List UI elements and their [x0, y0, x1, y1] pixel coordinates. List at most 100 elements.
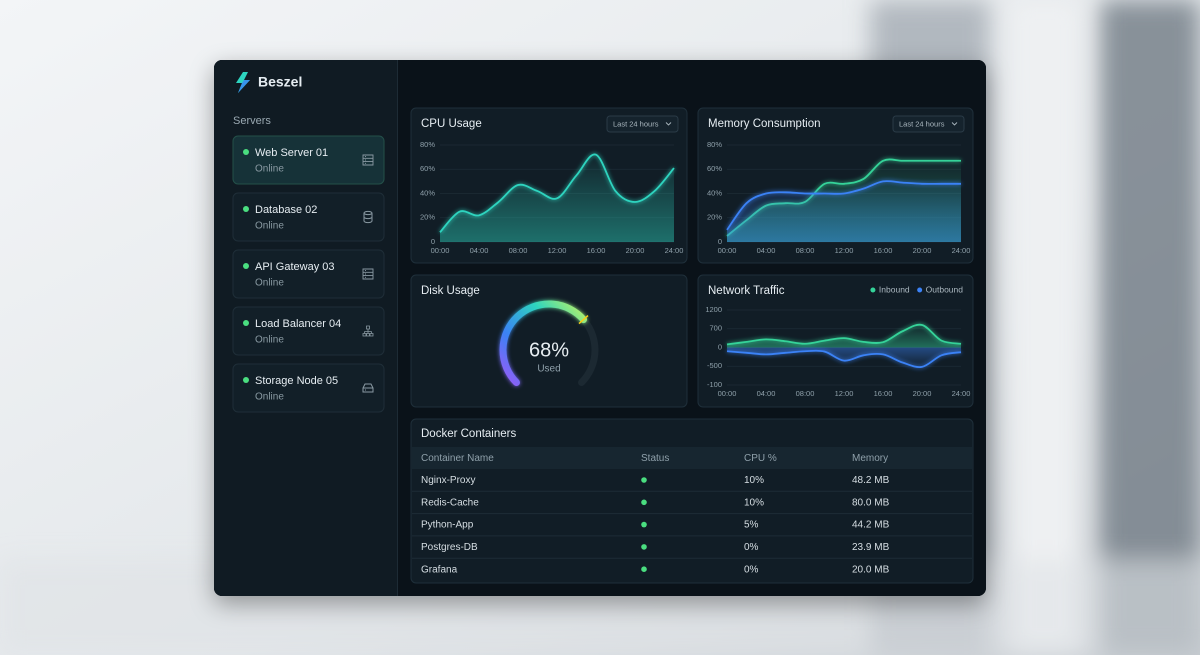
server-status: Online: [255, 392, 284, 403]
y-tick-label: 80%: [707, 140, 722, 149]
x-tick-label: 08:00: [509, 246, 528, 255]
server-icon: [363, 213, 373, 224]
status-dot: [243, 377, 249, 383]
server-status: Online: [255, 335, 284, 346]
x-tick-label: 08:00: [796, 389, 815, 398]
y-tick-label: 20%: [707, 213, 722, 222]
y-tick-label: 0: [718, 237, 722, 246]
status-dot: [641, 477, 647, 483]
y-tick-label: 700: [709, 324, 722, 333]
y-tick-label: 40%: [420, 188, 435, 197]
status-dot: [243, 263, 249, 269]
cell-memory: 23.9 MB: [852, 542, 890, 553]
range-select-label: Last 24 hours: [613, 119, 659, 128]
legend-label: Inbound: [879, 284, 910, 294]
cell-memory: 20.0 MB: [852, 564, 890, 575]
column-header: Container Name: [421, 453, 494, 464]
x-tick-label: 16:00: [874, 246, 893, 255]
gauge-value: [499, 300, 588, 387]
y-tick-label: 0: [718, 342, 722, 351]
x-tick-label: 24:00: [665, 246, 684, 255]
range-select-label: Last 24 hours: [899, 119, 945, 128]
server-status: Online: [255, 164, 284, 175]
server-name: Storage Node 05: [255, 375, 338, 387]
table-header: [412, 447, 972, 469]
server-status: Online: [255, 221, 284, 232]
series-line: [726, 323, 962, 346]
x-tick-label: 00:00: [718, 246, 737, 255]
server-icon: [362, 383, 374, 393]
chart-title: Disk Usage: [421, 285, 480, 297]
status-dot: [641, 499, 647, 506]
range-select[interactable]: [606, 115, 679, 133]
cell-memory: 48.2 MB: [852, 475, 890, 486]
y-tick-label: 80%: [420, 140, 435, 149]
cell-memory: 44.2 MB: [852, 520, 890, 531]
app-name: Beszel: [258, 74, 302, 90]
server-card[interactable]: [232, 363, 385, 413]
series-line: [726, 349, 962, 369]
x-tick-label: 08:00: [796, 246, 815, 255]
cell-name: Nginx-Proxy: [421, 475, 475, 486]
range-chevron: [665, 122, 672, 126]
legend-dot: [870, 287, 876, 293]
x-tick-label: 16:00: [587, 246, 606, 255]
card: [410, 274, 688, 408]
y-tick-label: 60%: [707, 164, 722, 173]
server-name: API Gateway 03: [255, 261, 335, 273]
x-tick-label: 20:00: [913, 389, 932, 398]
series-line: [726, 180, 961, 231]
cell-cpu: 0%: [744, 564, 759, 575]
series-line: [439, 153, 675, 233]
server-icon: [362, 154, 374, 166]
x-tick-label: 24:00: [952, 389, 971, 398]
y-tick-label: 40%: [707, 188, 722, 197]
x-tick-label: 00:00: [718, 389, 737, 398]
column-header: Status: [641, 453, 669, 464]
range-select[interactable]: [892, 115, 965, 133]
cell-cpu: 10%: [744, 475, 764, 486]
column-header: CPU %: [744, 453, 777, 464]
server-card[interactable]: [232, 249, 385, 299]
server-card[interactable]: [232, 306, 385, 356]
range-chevron: [951, 122, 958, 126]
y-tick-label: 20%: [420, 213, 435, 222]
x-tick-label: 24:00: [952, 246, 971, 255]
gauge-caption: Used: [537, 364, 560, 375]
status-dot: [641, 566, 647, 572]
server-icon: [362, 268, 374, 280]
cell-name: Python-App: [421, 520, 474, 531]
server-icon: [362, 325, 374, 337]
chart-title: CPU Usage: [421, 118, 482, 130]
logo-shade: [238, 80, 250, 93]
y-tick-label: -500: [707, 361, 722, 370]
server-name: Load Balancer 04: [255, 318, 341, 330]
x-tick-label: 04:00: [757, 389, 776, 398]
x-tick-label: 04:00: [470, 246, 489, 255]
cell-cpu: 10%: [744, 497, 764, 508]
server-card[interactable]: [232, 135, 385, 185]
area-fill: [727, 181, 961, 242]
y-tick-label: 0: [431, 237, 435, 246]
status-dot: [243, 149, 249, 155]
legend-dot: [917, 287, 923, 293]
status-dot: [243, 320, 249, 326]
area-fill: [440, 154, 674, 242]
cell-cpu: 5%: [744, 520, 759, 531]
cell-name: Postgres-DB: [421, 542, 478, 553]
x-tick-label: 00:00: [431, 246, 450, 255]
cell-cpu: 0%: [744, 542, 759, 553]
server-card[interactable]: [232, 192, 385, 242]
server-name: Web Server 01: [255, 147, 328, 159]
legend-label: Outbound: [926, 284, 964, 294]
x-tick-label: 20:00: [913, 246, 932, 255]
x-tick-label: 12:00: [548, 246, 567, 255]
sidebar-heading: Servers: [233, 115, 271, 127]
y-tick-label: 1200: [705, 305, 722, 314]
cell-memory: 80.0 MB: [852, 497, 890, 508]
chart-title: Memory Consumption: [708, 118, 820, 130]
x-tick-label: 20:00: [626, 246, 645, 255]
x-tick-label: 16:00: [874, 389, 893, 398]
